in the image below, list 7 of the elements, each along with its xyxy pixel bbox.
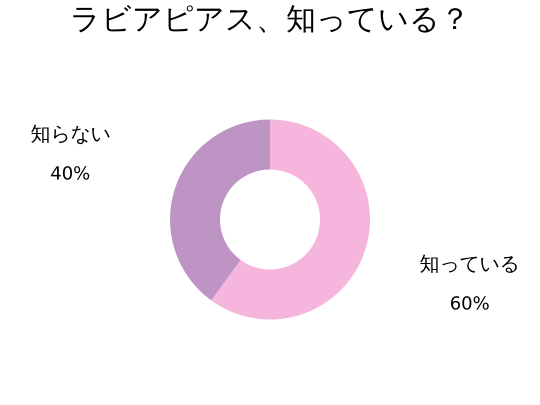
- data-label: 40%: [50, 164, 90, 185]
- slice-label: 知っている: [420, 251, 520, 276]
- donut-slice: [211, 120, 370, 320]
- donut-slice: [170, 120, 270, 300]
- chart-title: ラビアピアス、知っている？: [70, 2, 470, 37]
- data-label: 60%: [450, 293, 490, 314]
- slice-label: 知らない: [30, 122, 110, 146]
